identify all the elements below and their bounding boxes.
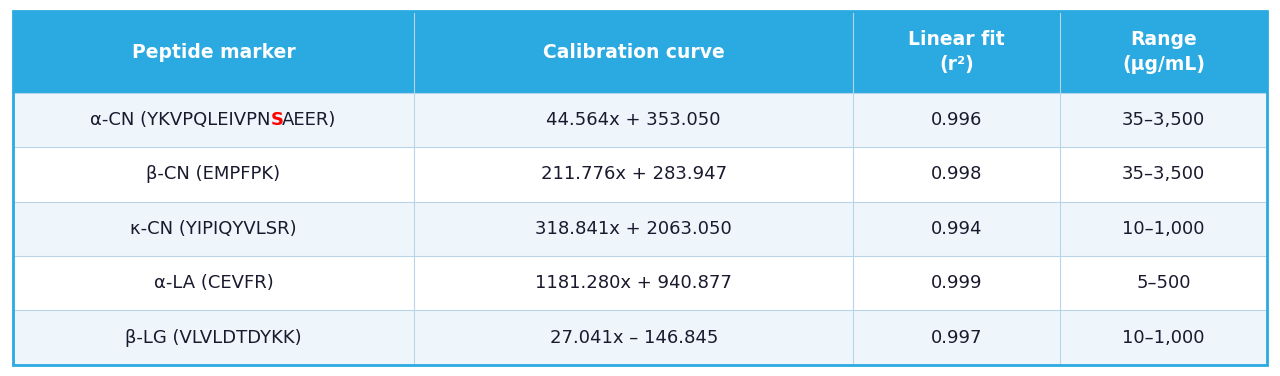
Text: 0.994: 0.994 bbox=[931, 220, 983, 238]
Text: Peptide marker: Peptide marker bbox=[132, 42, 296, 62]
Text: Range
(µg/mL): Range (µg/mL) bbox=[1123, 30, 1206, 74]
Text: 318.841x + 2063.050: 318.841x + 2063.050 bbox=[535, 220, 732, 238]
Text: 211.776x + 283.947: 211.776x + 283.947 bbox=[540, 165, 727, 183]
Bar bbox=[13, 310, 1267, 365]
Text: β-LG (VLVLDTDYKK): β-LG (VLVLDTDYKK) bbox=[125, 329, 302, 347]
Text: κ-CN (YIPIQYVLSR): κ-CN (YIPIQYVLSR) bbox=[131, 220, 297, 238]
Text: 1181.280x + 940.877: 1181.280x + 940.877 bbox=[535, 274, 732, 292]
Text: α-CN (YKVPQLEIVPN: α-CN (YKVPQLEIVPN bbox=[90, 111, 270, 129]
Text: 35–3,500: 35–3,500 bbox=[1123, 111, 1206, 129]
Text: α-LA (CEVFR): α-LA (CEVFR) bbox=[154, 274, 274, 292]
Bar bbox=[13, 93, 1267, 147]
Bar bbox=[13, 256, 1267, 310]
Text: 0.997: 0.997 bbox=[931, 329, 983, 347]
Bar bbox=[13, 11, 1267, 93]
Text: 10–1,000: 10–1,000 bbox=[1123, 329, 1204, 347]
Text: 10–1,000: 10–1,000 bbox=[1123, 220, 1204, 238]
Text: Linear fit
(r²): Linear fit (r²) bbox=[909, 30, 1005, 74]
Text: Calibration curve: Calibration curve bbox=[543, 42, 724, 62]
Text: 0.998: 0.998 bbox=[931, 165, 983, 183]
Text: 35–3,500: 35–3,500 bbox=[1123, 165, 1206, 183]
Bar bbox=[13, 202, 1267, 256]
Text: 44.564x + 353.050: 44.564x + 353.050 bbox=[547, 111, 721, 129]
Bar bbox=[13, 147, 1267, 202]
Text: 5–500: 5–500 bbox=[1137, 274, 1190, 292]
Text: 27.041x – 146.845: 27.041x – 146.845 bbox=[549, 329, 718, 347]
Text: 0.996: 0.996 bbox=[931, 111, 983, 129]
Text: 0.999: 0.999 bbox=[931, 274, 983, 292]
Text: S: S bbox=[270, 111, 284, 129]
Text: AEER): AEER) bbox=[282, 111, 337, 129]
Text: β-CN (EMPFPK): β-CN (EMPFPK) bbox=[146, 165, 280, 183]
